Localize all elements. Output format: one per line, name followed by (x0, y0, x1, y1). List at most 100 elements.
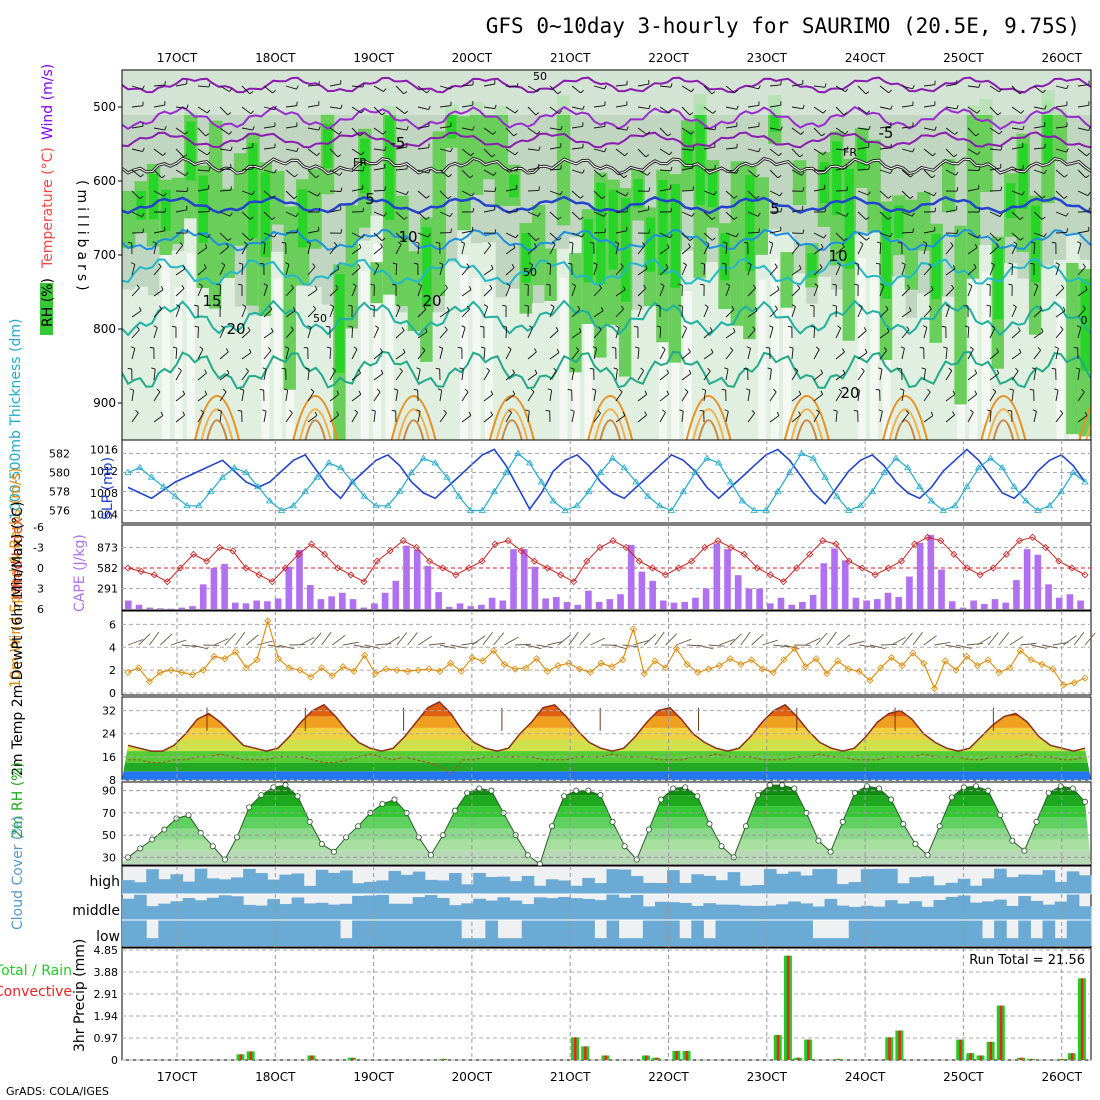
wind-barb (263, 211, 273, 220)
cape-bar (510, 549, 517, 609)
wind-barb (747, 348, 751, 360)
contour-label: 5 (365, 190, 375, 208)
wind-speed-point (328, 672, 336, 680)
thickness-point (124, 468, 132, 475)
wind-barb-flag (644, 390, 648, 395)
wind-speed-point (167, 666, 175, 674)
thickness-point (502, 468, 510, 475)
lifted-index-point (766, 571, 774, 579)
cloud-cell (824, 938, 838, 946)
wind-barb-flag (376, 388, 381, 393)
wind-barb-flag (644, 264, 648, 269)
wind-barb (681, 232, 691, 241)
cloud-cell (994, 868, 1007, 894)
wind-barb-flag (127, 241, 132, 244)
wind-barb (989, 85, 1000, 93)
cloud-cell (231, 877, 244, 894)
wind-barb-flag (602, 174, 606, 178)
surface-wind-barb (353, 644, 370, 649)
wind-barb-flag (854, 262, 859, 265)
wind-barb (945, 306, 950, 318)
wind-barb-flag (906, 326, 910, 330)
wind-barb-flag (515, 234, 519, 239)
rh-low-cell (1004, 263, 1018, 440)
cloud-cell (376, 920, 389, 946)
precip-convective-bar (1060, 1058, 1064, 1060)
wind-frame (121, 610, 1092, 696)
wind-barb-flag (662, 409, 666, 413)
wind-barb-flag (964, 304, 969, 307)
cloud-cell (667, 920, 680, 946)
wind-barb (285, 390, 289, 402)
surface-wind-barb (826, 631, 837, 646)
cloud-cell (194, 868, 208, 894)
wind-barb (307, 230, 319, 234)
wind-speed-point (371, 670, 379, 678)
wind-barb-flag (589, 241, 594, 244)
wind-barb (241, 263, 244, 276)
cape-bar (638, 571, 646, 609)
cloud-cell (291, 920, 305, 946)
cloud-cell (739, 905, 753, 920)
wind-barb (835, 373, 846, 381)
warm-contour (790, 408, 824, 440)
wind-barb (901, 329, 910, 339)
wind-barb-flag (512, 390, 516, 395)
cloud-cell (340, 938, 353, 946)
wind-barb-flag (370, 283, 375, 286)
pressure-axis-label: (millibars) (74, 180, 90, 295)
wind-barb (527, 264, 534, 276)
wind-speed-point (285, 664, 293, 672)
lifted-index-point (622, 543, 630, 552)
rh-moist-cell (780, 252, 794, 308)
pressure-tick-label: 900 (93, 396, 116, 410)
cloud-cell (364, 895, 377, 920)
wind-speed-point (1049, 665, 1057, 673)
wind-barb-flag (391, 409, 396, 412)
wind-barb (659, 127, 668, 137)
wind-barb-flag (641, 242, 646, 246)
wind-barb-flag (417, 283, 422, 286)
lifted-index-point (399, 537, 407, 545)
wind-barb-flag (380, 369, 384, 374)
cloud-cell (788, 920, 801, 946)
contour-label: 20 (422, 292, 441, 310)
wind-barb (857, 306, 863, 318)
freezing-level-contour-inner (122, 157, 1091, 175)
cloud-cell (267, 879, 280, 894)
rh-moist-cell (122, 190, 136, 249)
wind-speed-point (866, 676, 874, 684)
warm-contour (397, 408, 430, 440)
top-date-label: 26OCT (1041, 51, 1082, 65)
wind-speed-point (984, 656, 992, 664)
wind-barb (923, 243, 928, 255)
wind-barb-flag (810, 325, 815, 328)
wind-barb-flag (905, 410, 910, 414)
wind-barb-flag (204, 243, 208, 248)
cloud-cell (327, 904, 341, 920)
wind-barb (351, 247, 362, 255)
warm-contour (593, 408, 627, 440)
bottom-date-label: 24OCT (845, 1070, 886, 1084)
wind-speed-point (457, 667, 465, 675)
rh-point (779, 782, 786, 789)
wind-barb-flag (338, 131, 343, 135)
wind-barb (571, 243, 574, 255)
rh-dry-cell (671, 287, 680, 440)
wind-barb-flag (603, 212, 607, 217)
wind-barb (131, 105, 143, 108)
wind-barb (1055, 310, 1066, 318)
wind-barb-flag (820, 369, 824, 374)
wind-barb (461, 308, 470, 318)
wind-barb (439, 105, 451, 108)
rh-low-cell (233, 306, 248, 440)
cape-bar (413, 549, 421, 609)
wind-barb-flag (648, 229, 651, 234)
wind-barb-flag (912, 148, 915, 153)
rh-point (452, 807, 459, 814)
wind-barb-flag (399, 367, 403, 372)
wind-barb-flag (156, 388, 161, 393)
wind-barb-flag (136, 326, 140, 331)
wind-barb-flag (204, 390, 208, 395)
precip-convective-bar (1030, 1058, 1033, 1060)
